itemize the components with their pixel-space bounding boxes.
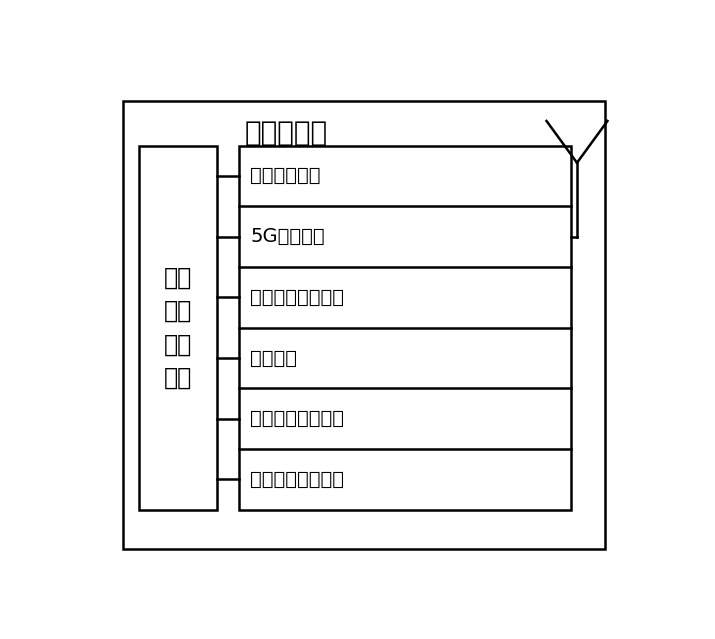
Bar (139, 146, 217, 510)
Text: 5G通讯单元: 5G通讯单元 (250, 227, 325, 246)
Text: 视频监控单元: 视频监控单元 (250, 166, 320, 185)
Text: 巡检无人机: 巡检无人机 (245, 119, 327, 147)
Text: 简易测绘监测单元: 简易测绘监测单元 (250, 470, 344, 489)
Text: 飞控单元: 飞控单元 (250, 348, 297, 367)
Bar (123, 101, 605, 549)
Bar (239, 146, 571, 510)
Text: 采集
数据
分析
单元: 采集 数据 分析 单元 (164, 265, 192, 390)
Text: 环境数据获取单元: 环境数据获取单元 (250, 288, 344, 307)
Text: 智能电源管理单元: 智能电源管理单元 (250, 409, 344, 428)
